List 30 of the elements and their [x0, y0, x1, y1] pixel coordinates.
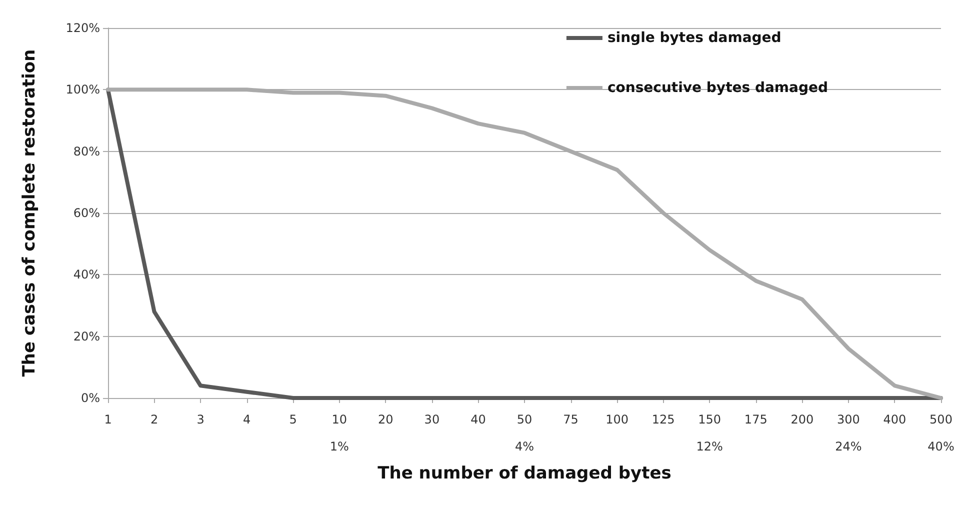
x-tick-label: 100 [606, 412, 629, 426]
x-tick-label: 400 [883, 412, 906, 426]
x-tick-label: 2 [150, 412, 158, 426]
y-tick-label: 60% [73, 206, 100, 220]
y-tick-label: 20% [73, 329, 100, 344]
x-tick-label: 300 24% [835, 412, 862, 454]
legend-label: consecutive bytes damaged [607, 80, 828, 96]
x-tick-label: 150 12% [696, 412, 723, 454]
x-tick-label: 175 [744, 412, 768, 426]
x-tick-label: 10 1% [330, 412, 349, 454]
y-tick-label: 40% [73, 268, 100, 282]
y-tick-label: 80% [73, 144, 100, 158]
x-tick-label: 30 [424, 412, 440, 426]
x-tick-label: 40 [470, 412, 486, 426]
x-tick-label: 200 [790, 412, 814, 426]
x-tick-label: 75 [563, 412, 578, 426]
y-tick-label: 100% [66, 82, 100, 97]
x-tick-label: 500 40% [928, 412, 954, 454]
x-tick-label: 3 [196, 412, 204, 426]
x-tick-label: 20 [378, 412, 394, 426]
x-tick-label: 125 [652, 412, 675, 426]
x-tick-label: 4 [243, 412, 251, 426]
legend-label: single bytes damaged [607, 30, 782, 46]
y-tick-label: 120% [66, 21, 100, 35]
x-axis-title: The number of damaged bytes [378, 463, 672, 484]
x-tick-label: 1 [104, 412, 112, 426]
y-tick-label: 0% [80, 391, 100, 405]
x-tick-label: 5 [289, 412, 297, 426]
x-tick-label: 50 4% [514, 412, 534, 454]
y-axis-title: The cases of complete restoration [20, 49, 40, 377]
